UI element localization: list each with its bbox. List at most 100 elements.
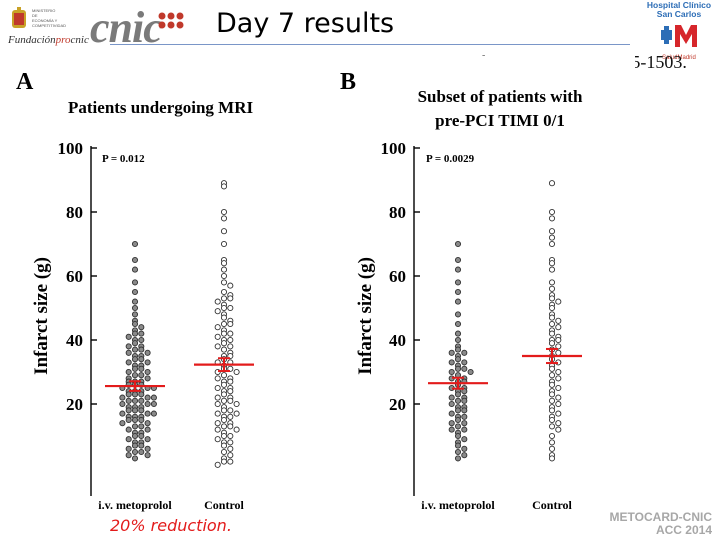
chart-b-point	[548, 215, 556, 222]
chart-a-point	[144, 394, 151, 401]
chart-a-point	[131, 346, 139, 353]
chart-a-point	[220, 304, 228, 312]
chart-b-point	[454, 298, 462, 305]
chart-a-point	[131, 330, 139, 337]
chart-a-point	[220, 228, 228, 235]
chart-a-point	[131, 266, 139, 273]
chart-a-point	[220, 391, 228, 398]
chart-b-point	[548, 340, 556, 347]
chart-a-point	[214, 400, 221, 408]
chart-a-point	[131, 397, 139, 404]
footer-label: METOCARD-CNIC ACC 2014	[610, 511, 712, 537]
chart-a-point	[131, 279, 139, 286]
chart-a-point	[220, 260, 228, 267]
chart-b-point	[548, 423, 556, 430]
chart-a-point	[150, 394, 157, 401]
chart-a-point	[233, 368, 240, 376]
chart-a-point	[220, 295, 228, 302]
chart-b-point	[454, 311, 462, 318]
chart-b-ytick-label: 80	[389, 203, 406, 222]
chart-b-point	[548, 397, 556, 404]
chart-a-point	[138, 397, 145, 404]
chart-a-point	[131, 356, 139, 363]
chart-a-point	[214, 324, 221, 331]
chart-a-point	[227, 445, 234, 452]
chart-b-point	[454, 416, 462, 424]
hospital-subtitle: SaludMadrid	[662, 55, 696, 61]
chart-b-point	[454, 397, 462, 404]
chart-a-point	[227, 423, 234, 430]
chart-b-means	[428, 347, 582, 390]
chart-a-point	[119, 410, 126, 417]
chart-a-point	[138, 324, 145, 331]
chart-a-point	[131, 365, 139, 372]
chart-b-point	[555, 384, 562, 392]
chart-a-point	[138, 391, 145, 398]
chart-b-point	[548, 445, 556, 452]
chart-a-point	[125, 407, 132, 414]
chart-b-point	[548, 208, 556, 216]
chart-b-point	[454, 442, 462, 449]
chart-b-point	[461, 452, 468, 459]
chart-b-ytick-label: 40	[389, 331, 406, 350]
chart-a-point	[220, 407, 228, 414]
chart-a-point	[138, 330, 145, 337]
chart-a-point	[227, 304, 234, 312]
chart-b-point	[461, 388, 468, 395]
chart-a-point	[138, 442, 145, 449]
chart-a-point	[220, 340, 228, 347]
chart-a-point	[227, 407, 234, 414]
chart-a-point	[214, 333, 221, 340]
chart-b-point	[555, 394, 562, 401]
chart-a-ytick-label: 100	[58, 139, 84, 158]
chart-a-point	[131, 448, 139, 456]
chart-a-point	[220, 288, 228, 296]
chart-a-point	[227, 320, 234, 328]
chart-b-point	[454, 448, 462, 456]
chart-b-point	[548, 295, 556, 302]
chart-a-point	[131, 320, 139, 328]
chart-b-point	[548, 285, 556, 292]
chart-b-point	[548, 266, 556, 273]
spanish-crest-icon	[12, 7, 26, 28]
chart-a-point	[214, 436, 221, 443]
chart-b-point	[454, 346, 462, 353]
chart-b-point	[555, 375, 562, 382]
chart-a-point	[227, 295, 234, 302]
chart-a-point	[144, 400, 151, 408]
chart-a-point	[138, 346, 145, 353]
chart-a-ytick-label: 20	[66, 395, 83, 414]
chart-b-point	[548, 320, 556, 328]
chart-b-point	[454, 365, 462, 372]
chart-a-point	[214, 298, 221, 305]
hospital-logo: Hospital Clínico San Carlos SaludMadrid	[644, 1, 714, 62]
chart-a-point	[233, 426, 240, 433]
chart-a-point	[119, 394, 126, 401]
chart-a-point	[125, 452, 132, 459]
chart-b-point	[454, 423, 462, 430]
chart-a-point	[214, 410, 221, 417]
chart-b-point	[461, 426, 468, 433]
chart-a-point	[131, 391, 139, 398]
chart-a-point	[220, 320, 228, 328]
chart-b-title-line1: Subset of patients with	[418, 87, 583, 106]
chart-b-point	[548, 455, 556, 462]
chart-a-point	[138, 365, 145, 372]
chart-panel-a: A Patients undergoing MRI Infarct size (…	[4, 56, 309, 531]
chart-b-point	[548, 391, 556, 398]
chart-b-point	[448, 400, 455, 408]
chart-a-svg: A Patients undergoing MRI Infarct size (…	[16, 69, 254, 512]
chart-a-means	[105, 357, 254, 392]
chart-a-point	[144, 410, 151, 417]
chart-b-point	[454, 279, 462, 286]
chart-a-point	[214, 375, 221, 382]
chart-a-point	[125, 343, 132, 350]
chart-a-point	[220, 432, 228, 440]
chart-a-ylabel: Infarct size (g)	[31, 257, 52, 375]
chart-b-point	[548, 234, 556, 241]
chart-a-point	[220, 215, 228, 222]
chart-a-point	[150, 400, 157, 408]
chart-a-point	[220, 272, 228, 280]
chart-a-point	[138, 448, 145, 456]
chart-b-point	[555, 349, 562, 356]
